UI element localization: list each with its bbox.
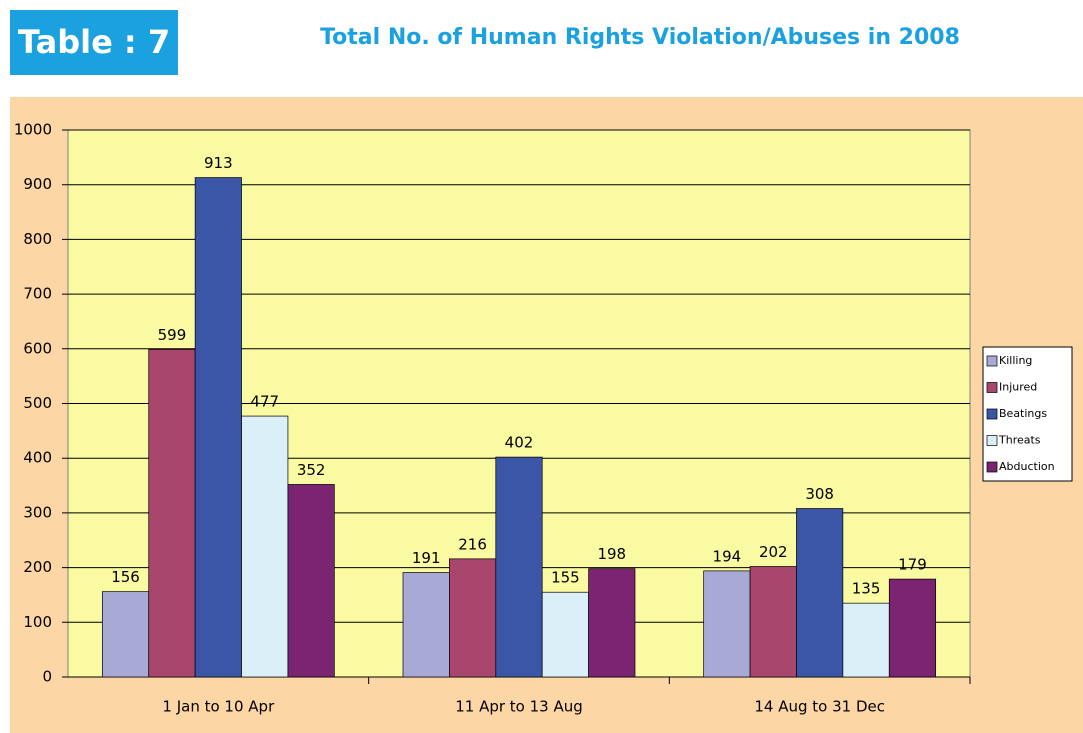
legend-label: Abduction [999,460,1055,473]
bar [588,568,636,678]
y-tick-label: 200 [23,558,52,576]
chart-title: Total No. of Human Rights Violation/Abus… [320,25,960,50]
legend-label: Killing [999,354,1032,367]
bar [241,415,289,678]
bar [541,591,589,678]
data-label: 308 [805,485,834,503]
bar [148,348,196,678]
data-label: 155 [551,569,580,587]
table-label: Table : 7 [18,23,170,61]
data-label: 194 [713,547,742,565]
y-tick-label: 400 [23,449,52,467]
bar [101,591,150,678]
y-tick-label: 600 [23,339,52,357]
bar [749,566,797,678]
y-tick-label: 300 [23,503,52,521]
x-tick-label: 14 Aug to 31 Dec [754,698,885,716]
y-tick-label: 100 [23,613,52,631]
y-tick-label: 1000 [14,121,52,139]
y-tick-label: 500 [23,394,52,412]
bar [194,177,242,678]
bar [796,508,844,678]
bar [402,572,450,678]
data-label: 913 [204,154,233,172]
data-label: 198 [597,545,626,563]
bar [703,570,751,678]
data-label: 216 [458,535,487,553]
legend-label: Injured [999,381,1037,394]
legend-swatch [986,408,998,420]
bar [842,602,890,678]
legend-swatch [986,435,998,446]
data-label: 156 [111,568,140,586]
data-label: 599 [158,326,187,344]
legend-swatch [986,461,998,473]
data-label: 135 [852,580,881,598]
legend-box [982,346,1073,482]
bar [495,456,543,678]
header-box [10,10,178,75]
bar [449,558,497,678]
data-label: 402 [505,434,534,452]
legend-swatch [986,382,998,393]
y-tick-label: 800 [23,230,52,248]
data-label: 352 [297,461,326,479]
data-label: 191 [412,549,441,567]
data-label: 202 [759,543,788,561]
data-label: 179 [898,556,927,574]
x-tick-label: 1 Jan to 10 Apr [162,698,275,716]
y-tick-label: 0 [42,668,52,686]
legend-swatch [986,355,998,367]
y-tick-label: 900 [23,175,52,193]
bar [287,484,335,678]
y-tick-label: 700 [23,285,52,303]
legend-label: Beatings [999,407,1047,420]
legend-label: Threats [998,434,1041,447]
x-tick-label: 11 Apr to 13 Aug [455,698,583,716]
bar [888,578,937,678]
data-label: 477 [250,393,279,411]
